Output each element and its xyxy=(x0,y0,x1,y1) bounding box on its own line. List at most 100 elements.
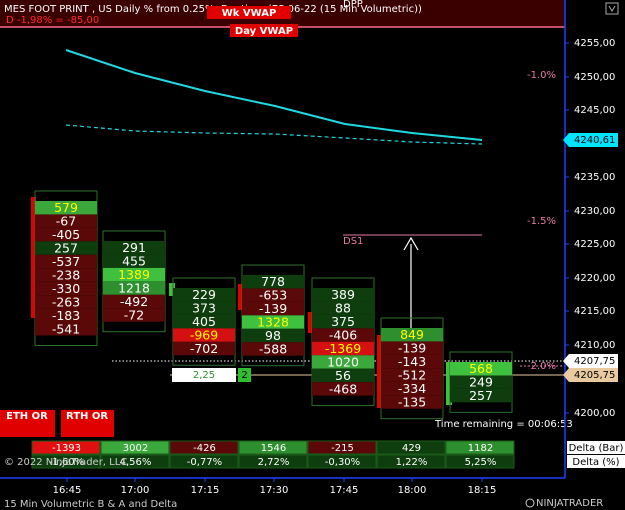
footprint-cell xyxy=(35,322,97,336)
menu-icon[interactable] xyxy=(605,2,619,15)
copyright: © 2022 NinjaTrader, LLC xyxy=(4,457,127,468)
price-marker-label: 4240,61 xyxy=(574,135,615,146)
footprint-cell xyxy=(381,395,443,409)
footprint-value: 579 xyxy=(54,200,78,215)
delta-value: 4,56% xyxy=(120,457,152,468)
delta-cell xyxy=(169,440,239,455)
price-label: 4255,00 xyxy=(574,38,615,49)
level-label: -1.5% xyxy=(527,216,556,227)
delta-cell xyxy=(31,440,101,455)
footprint-cell xyxy=(103,308,165,322)
footprint-value: 389 xyxy=(331,287,355,302)
footprint-cell xyxy=(103,241,165,255)
delta-value: 5,25% xyxy=(465,457,497,468)
delta-value: 1182 xyxy=(468,443,493,454)
footprint-value: 56 xyxy=(335,368,351,383)
order-box[interactable] xyxy=(172,368,236,382)
footprint-cell xyxy=(173,328,235,342)
price-label: 4210,00 xyxy=(574,340,615,351)
footprint-value: -139 xyxy=(259,301,287,316)
footprint-cell xyxy=(35,201,97,215)
footprint-cell xyxy=(242,315,304,329)
time-label: 17:45 xyxy=(330,485,359,496)
time-label: 16:45 xyxy=(53,485,82,496)
price-marker xyxy=(563,368,618,382)
footprint-cell xyxy=(35,295,97,309)
footprint-value: 568 xyxy=(469,361,493,376)
price-label: 4225,00 xyxy=(574,239,615,250)
footprint-value: 849 xyxy=(400,327,424,342)
footprint-value: 291 xyxy=(122,240,146,255)
footprint-cell xyxy=(35,281,97,296)
order-count-box[interactable] xyxy=(238,368,251,382)
footprint-cell xyxy=(312,355,374,369)
price-marker xyxy=(563,133,618,147)
delta-cell xyxy=(31,454,101,469)
price-marker-label: 4207,75 xyxy=(574,356,615,367)
footprint-value: -468 xyxy=(329,381,357,396)
delta-value: -1,60% xyxy=(49,457,84,468)
footprint-cell xyxy=(35,241,97,255)
footprint-cell xyxy=(312,314,374,329)
level-label: DS1 xyxy=(343,236,363,247)
price-label: 4200,00 xyxy=(574,408,615,419)
footprint-value: 1389 xyxy=(118,267,150,282)
footprint-value: -537 xyxy=(52,254,80,269)
wk-vwap-label: Wk VWAP xyxy=(222,8,277,19)
delta-cell xyxy=(445,440,515,455)
bar-indicator xyxy=(169,283,175,296)
footprint-value: -653 xyxy=(259,288,287,303)
footprint-cell xyxy=(450,362,512,376)
delta-row-label: Delta (%) xyxy=(572,457,619,468)
bar-indicator xyxy=(238,284,244,310)
wk-vwap-button[interactable] xyxy=(207,6,291,19)
footprint-value: 257 xyxy=(54,241,78,256)
price-label: 4245,00 xyxy=(574,105,615,116)
footprint-cell xyxy=(450,388,512,403)
footprint-cell xyxy=(312,288,374,302)
time-label: 17:15 xyxy=(191,485,220,496)
footprint-cell xyxy=(35,227,97,242)
time-label: 17:00 xyxy=(121,485,150,496)
price-marker xyxy=(563,354,618,368)
day-vwap-label: Day VWAP xyxy=(235,26,293,37)
footprint-value: 229 xyxy=(192,287,216,302)
footprint-value: 375 xyxy=(331,314,355,329)
time-label: 18:00 xyxy=(398,485,427,496)
footprint-cell xyxy=(312,301,374,315)
level-label: -2.0% xyxy=(527,361,556,372)
eth-or-box xyxy=(0,410,55,437)
footprint-value: 249 xyxy=(469,375,493,390)
delta-cell xyxy=(238,454,308,469)
footprint-cell xyxy=(103,267,165,282)
footprint-value: -588 xyxy=(259,341,287,356)
footprint-cell xyxy=(381,354,443,369)
delta-cell xyxy=(376,454,446,469)
footprint-value: -969 xyxy=(190,328,218,343)
footprint-cell xyxy=(242,301,304,316)
footprint-cell xyxy=(173,314,235,329)
footer: 15 Min Volumetric B & A and Delta xyxy=(4,499,177,510)
footprint-value: 257 xyxy=(469,388,493,403)
order-count: 2 xyxy=(241,370,247,381)
delta-cell xyxy=(445,454,515,469)
price-marker-label: 4205,75 xyxy=(574,370,615,381)
delta-cell xyxy=(100,454,170,469)
footprint-cell xyxy=(312,368,374,383)
arrow-head xyxy=(403,236,419,251)
footprint-value: -139 xyxy=(398,341,426,356)
delta-row-label-box xyxy=(567,455,625,468)
footprint-value: 98 xyxy=(265,328,281,343)
footprint-cell xyxy=(381,368,443,382)
rth-or-box xyxy=(61,410,114,437)
footprint-value: -406 xyxy=(329,328,357,343)
bar-indicator xyxy=(446,362,452,405)
day-vwap-button[interactable] xyxy=(230,24,298,37)
dpp-label: DPP xyxy=(343,0,363,10)
footprint-value: 1020 xyxy=(327,354,359,369)
footprint-cell xyxy=(103,281,165,295)
delta-value: -426 xyxy=(193,443,216,454)
footprint-cell xyxy=(173,301,235,315)
